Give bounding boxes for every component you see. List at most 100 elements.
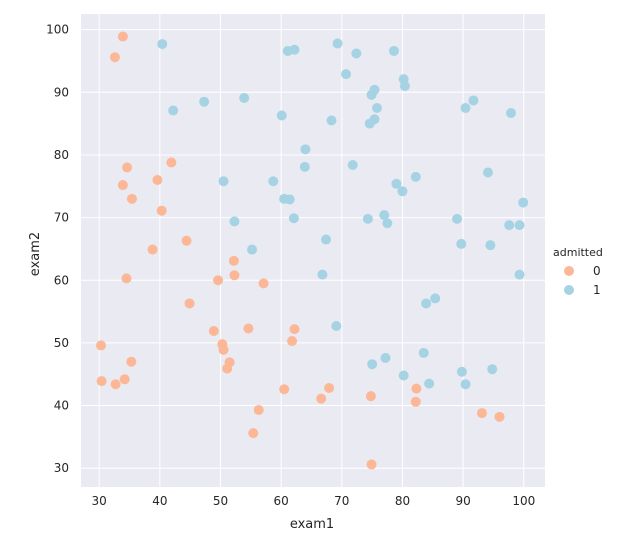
data-point-admitted-0: [96, 376, 107, 387]
data-point-admitted-1: [347, 159, 358, 170]
legend-label-0: 0: [593, 264, 601, 278]
data-point-admitted-1: [398, 370, 409, 381]
data-point-admitted-1: [351, 48, 362, 59]
x-tick-label: 50: [213, 494, 228, 508]
data-point-admitted-0: [152, 175, 163, 186]
data-point-admitted-0: [184, 298, 195, 309]
x-tick-label: 40: [152, 494, 167, 508]
data-point-admitted-0: [218, 344, 229, 355]
data-point-admitted-0: [279, 384, 290, 395]
y-tick-label: 90: [54, 85, 69, 99]
data-point-admitted-0: [287, 336, 298, 347]
y-tick-label: 30: [54, 461, 69, 475]
y-tick-label: 80: [54, 148, 69, 162]
tick-labels: 30 40 50 60 70 80 90 100 30 40 50 60 70 80 90 100: [46, 23, 535, 508]
data-point-admitted-0: [229, 270, 240, 281]
data-point-admitted-1: [460, 102, 471, 113]
data-point-admitted-1: [418, 347, 429, 358]
data-point-admitted-1: [299, 161, 310, 172]
x-tick-label: 90: [455, 494, 470, 508]
data-point-admitted-1: [468, 95, 479, 106]
plot-background: [81, 14, 545, 487]
data-point-admitted-1: [239, 92, 250, 103]
data-point-admitted-1: [487, 364, 498, 375]
data-point-admitted-1: [460, 379, 471, 390]
data-point-admitted-0: [117, 31, 128, 42]
data-point-admitted-1: [364, 118, 375, 129]
data-point-admitted-1: [388, 45, 399, 56]
data-point-admitted-1: [452, 213, 463, 224]
data-point-admitted-1: [514, 269, 525, 280]
data-point-admitted-1: [382, 218, 393, 229]
data-point-admitted-1: [288, 213, 299, 224]
data-point-admitted-0: [213, 275, 224, 286]
data-point-admitted-0: [228, 255, 239, 266]
data-point-admitted-0: [126, 356, 137, 367]
data-point-admitted-1: [391, 178, 402, 189]
data-point-admitted-0: [289, 324, 300, 335]
data-point-admitted-1: [482, 167, 493, 178]
data-point-admitted-1: [504, 220, 515, 231]
data-point-admitted-1: [421, 298, 432, 309]
data-point-admitted-1: [456, 366, 467, 377]
x-tick-label: 70: [334, 494, 349, 508]
x-tick-label: 80: [395, 494, 410, 508]
data-point-admitted-1: [276, 110, 287, 121]
x-tick-label: 30: [92, 494, 107, 508]
legend-marker-0: [564, 266, 574, 276]
data-point-admitted-0: [122, 162, 133, 173]
legend: admitted 0 1: [553, 246, 603, 297]
data-point-admitted-1: [284, 194, 295, 205]
data-point-admitted-0: [156, 205, 167, 216]
data-point-admitted-0: [476, 408, 487, 419]
data-point-admitted-0: [126, 193, 137, 204]
data-point-admitted-0: [181, 235, 192, 246]
x-axis-label: exam1: [290, 517, 334, 532]
data-point-admitted-1: [424, 378, 435, 389]
data-point-admitted-0: [366, 459, 377, 470]
data-point-admitted-0: [121, 273, 132, 284]
data-point-admitted-0: [365, 391, 376, 402]
data-point-admitted-1: [157, 39, 168, 50]
data-point-admitted-0: [253, 404, 264, 415]
y-tick-label: 60: [54, 273, 69, 287]
data-point-admitted-0: [258, 278, 269, 289]
data-point-admitted-1: [430, 293, 441, 304]
data-point-admitted-1: [380, 352, 391, 363]
data-point-admitted-1: [229, 216, 240, 227]
data-point-admitted-1: [300, 144, 311, 155]
data-point-admitted-1: [397, 186, 408, 197]
y-tick-label: 100: [46, 23, 69, 37]
data-point-admitted-0: [208, 326, 219, 337]
data-point-admitted-1: [506, 107, 517, 118]
data-point-admitted-0: [243, 323, 254, 334]
data-point-admitted-1: [247, 244, 258, 255]
x-tick-label: 100: [512, 494, 535, 508]
data-point-admitted-1: [289, 44, 300, 55]
data-point-admitted-0: [494, 411, 505, 422]
data-point-admitted-0: [147, 244, 158, 255]
data-point-admitted-1: [199, 96, 210, 107]
data-point-admitted-1: [326, 115, 337, 126]
y-tick-label: 50: [54, 336, 69, 350]
data-point-admitted-0: [96, 340, 107, 351]
data-point-admitted-1: [341, 69, 352, 80]
data-point-admitted-1: [218, 176, 229, 187]
legend-label-1: 1: [593, 283, 601, 297]
data-points: [96, 31, 529, 470]
y-tick-label: 40: [54, 399, 69, 413]
data-point-admitted-1: [456, 238, 467, 249]
data-point-admitted-1: [399, 81, 410, 92]
data-point-admitted-1: [410, 171, 421, 182]
data-point-admitted-1: [332, 38, 343, 49]
data-point-admitted-1: [367, 359, 378, 370]
data-point-admitted-1: [168, 105, 179, 116]
data-point-admitted-1: [518, 197, 529, 208]
legend-marker-1: [564, 285, 574, 295]
y-tick-label: 70: [54, 211, 69, 225]
data-point-admitted-1: [331, 320, 342, 331]
data-point-admitted-0: [316, 393, 327, 404]
data-point-admitted-1: [371, 102, 382, 113]
data-point-admitted-1: [366, 89, 377, 100]
